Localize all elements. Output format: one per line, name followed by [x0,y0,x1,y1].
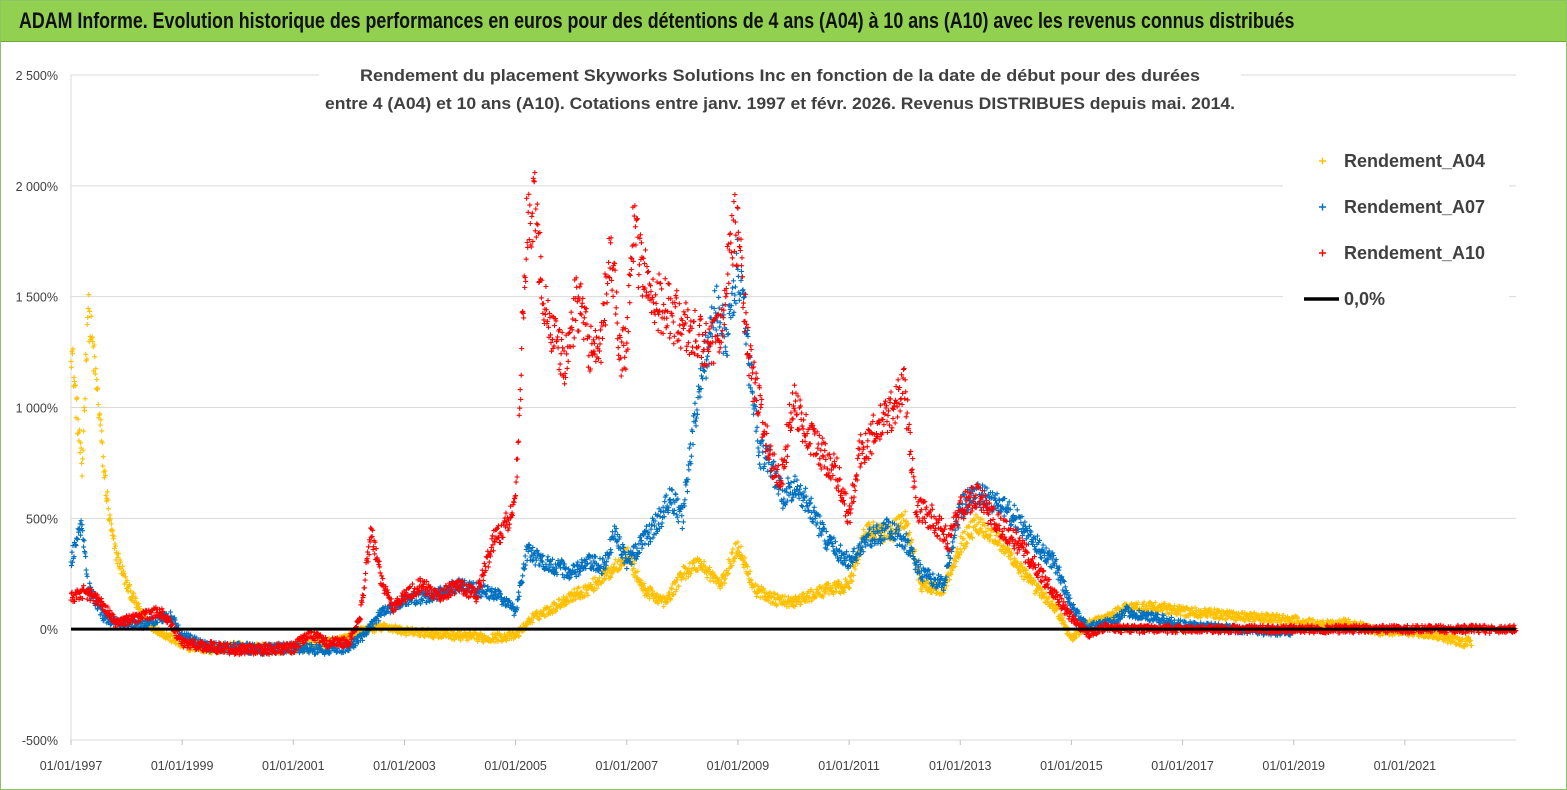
legend-marker-swatch [1319,249,1326,257]
y-tick-label: 500% [26,512,58,526]
legend-box [1283,133,1509,317]
y-tick-label: -500% [22,734,58,748]
y-tick-label: 2 000% [16,180,58,194]
x-tick-label: 01/01/1997 [40,759,103,773]
report-header: ADAM Informe. Evolution historique des p… [1,1,1566,42]
x-tick-label: 01/01/2005 [484,759,547,773]
x-tick-label: 01/01/2013 [929,759,992,773]
x-tick-label: 01/01/2007 [595,759,658,773]
chart-title-line-1: Rendement du placement Skyworks Solution… [360,67,1200,85]
y-tick-label: 1 500% [16,291,58,305]
legend-marker-swatch [1319,157,1326,165]
x-tick-label: 01/01/2009 [707,759,770,773]
x-tick-label: 01/01/2017 [1151,759,1214,773]
y-tick-label: 0% [40,623,58,637]
y-tick-label: 2 500% [16,69,58,83]
chart-title-line-2: entre 4 (A04) et 10 ans (A10). Cotations… [325,95,1235,113]
x-tick-label: 01/01/2001 [262,759,325,773]
series-rendement-a07 [68,236,1297,657]
chart-legend: Rendement_A04 Rendement_A07 Rendement_A10 0… [1283,133,1509,317]
legend-label: Rendement_A10 [1344,243,1485,263]
x-tick-label: 01/01/2015 [1040,759,1103,773]
legend-label: 0,0% [1344,289,1385,309]
x-tick-label: 01/01/2011 [818,759,880,773]
legend-label: Rendement_A04 [1344,151,1485,171]
legend-marker-swatch [1319,203,1326,211]
x-tick-label: 01/01/2003 [373,759,436,773]
y-tick-label: 1 000% [16,402,58,416]
chart-title-box [319,59,1241,123]
x-tick-label: 01/01/2021 [1374,759,1437,773]
series-markers [68,236,1297,657]
legend-label: Rendement_A07 [1344,197,1485,217]
report-title: ADAM Informe. Evolution historique des p… [19,8,1295,33]
x-tick-label: 01/01/2019 [1262,759,1325,773]
x-tick-label: 01/01/1999 [151,759,214,773]
